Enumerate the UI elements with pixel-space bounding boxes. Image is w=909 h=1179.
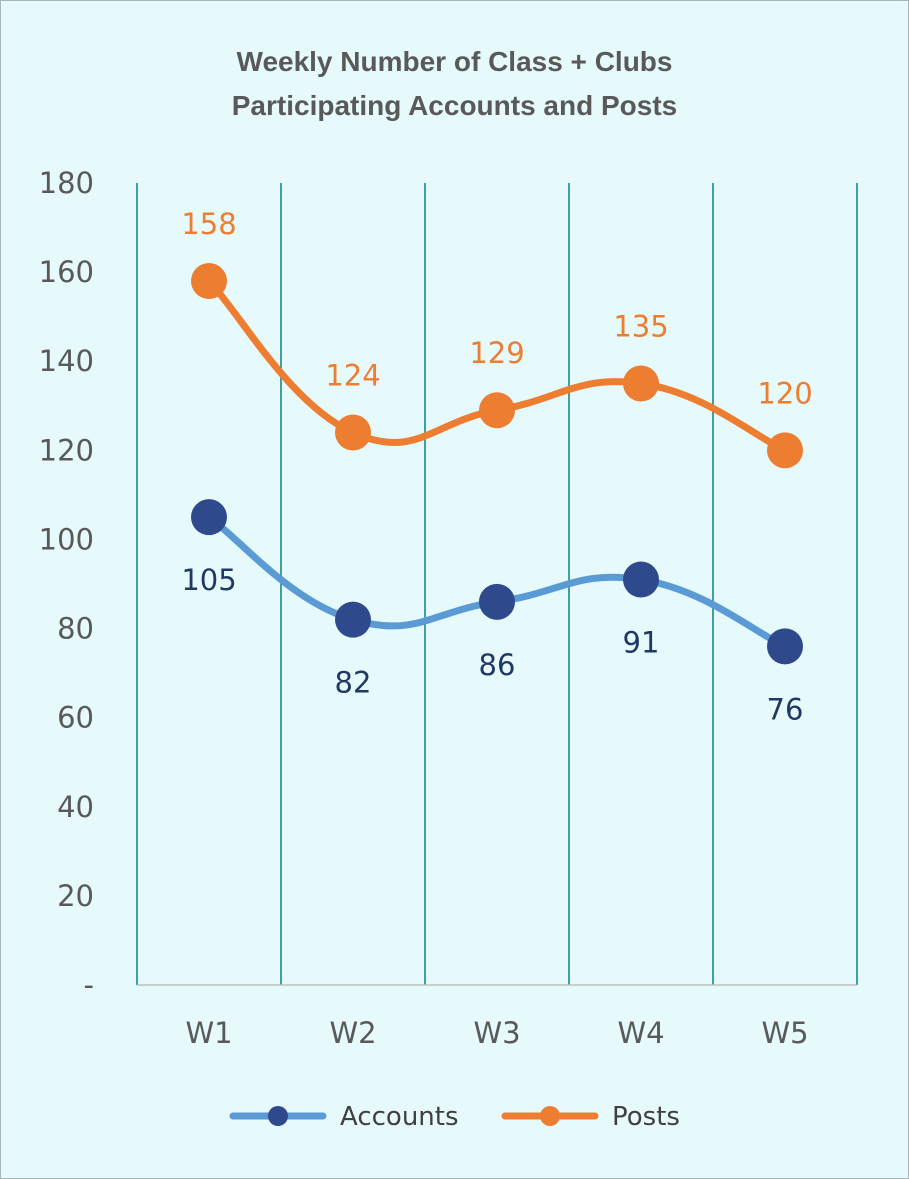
chart-title: Weekly Number of Class + Clubs Participa… [0,40,909,128]
data-point-accounts [191,499,227,536]
data-label-accounts: 105 [181,563,236,597]
data-point-posts [623,365,659,402]
y-tick-label: 120 [39,433,94,467]
legend-marker-posts [540,1106,560,1126]
data-label-posts: 158 [181,207,236,241]
data-label-accounts: 76 [767,692,804,726]
y-tick-label: 80 [57,612,94,646]
data-point-posts [191,263,227,300]
y-tick-label: 40 [57,790,94,824]
data-point-accounts [767,628,803,665]
data-point-posts [767,432,803,469]
chart-title-line-2: Participating Accounts and Posts [231,90,678,121]
data-label-accounts: 91 [623,626,660,660]
legend-marker-accounts [268,1106,288,1126]
x-tick-label: W3 [473,1016,520,1050]
data-label-posts: 120 [757,376,812,410]
data-label-posts: 124 [325,359,380,393]
chart-title-line-1: Weekly Number of Class + Clubs [236,46,673,77]
x-tick-label: W1 [185,1016,232,1050]
legend-label-accounts: Accounts [340,1102,459,1132]
y-tick-label: - [84,968,94,1002]
y-tick-label: 180 [39,166,94,200]
data-label-posts: 129 [469,336,524,370]
data-label-posts: 135 [613,310,668,344]
legend-label-posts: Posts [612,1102,680,1132]
y-tick-label: 160 [39,255,94,289]
data-label-accounts: 86 [479,648,516,682]
data-point-accounts [335,601,371,638]
y-tick-label: 100 [39,522,94,556]
data-point-posts [479,392,515,429]
x-tick-label: W4 [617,1016,664,1050]
series-line-accounts [205,513,789,650]
x-tick-label: W5 [761,1016,808,1050]
x-tick-label: W2 [329,1016,376,1050]
y-tick-label: 140 [39,344,94,378]
data-label-accounts: 82 [335,666,372,700]
data-point-accounts [479,583,515,620]
data-point-accounts [623,561,659,598]
data-point-posts [335,414,371,451]
y-tick-label: 60 [57,701,94,735]
y-tick-label: 20 [57,879,94,913]
